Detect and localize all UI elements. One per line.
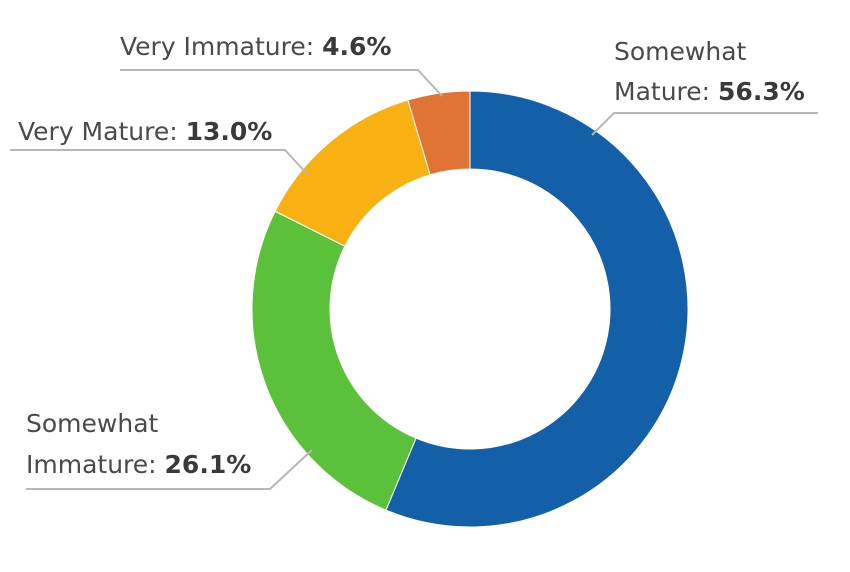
leader-line-very-immature bbox=[120, 69, 443, 97]
slice-very-immature bbox=[407, 90, 471, 176]
data-label-somewhat-immature: Somewhat Immature: 26.1% bbox=[26, 409, 251, 479]
slice-somewhat-mature bbox=[385, 90, 689, 528]
leader-lines-group bbox=[10, 69, 818, 490]
data-label-very-mature: Very Mature: 13.0% bbox=[18, 117, 272, 146]
slices-group bbox=[251, 90, 689, 528]
slice-somewhat-immature bbox=[251, 210, 417, 511]
labels-group: Somewhat Mature: 56.3% Somewhat Immature: 2… bbox=[18, 32, 805, 479]
data-label-very-immature: Very Immature: 4.6% bbox=[120, 32, 391, 61]
leader-line-somewhat-immature bbox=[26, 449, 313, 490]
leader-line-very-mature bbox=[10, 149, 309, 176]
data-label-somewhat-mature: Somewhat Mature: 56.3% bbox=[614, 37, 805, 106]
leader-line-somewhat-mature bbox=[591, 112, 818, 136]
